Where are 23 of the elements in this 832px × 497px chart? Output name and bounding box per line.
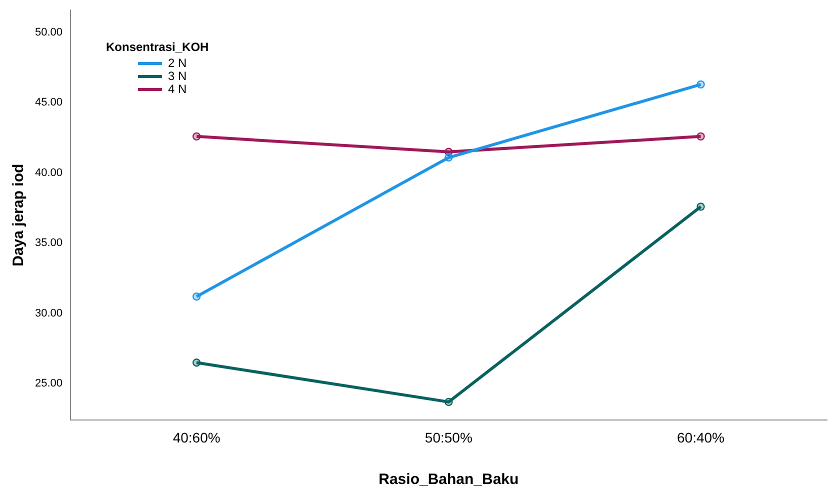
- y-tick-label: 25.00: [34, 378, 63, 390]
- y-tick-label: 40.00: [34, 166, 63, 179]
- y-tick-label: 50.00: [34, 26, 63, 39]
- x-tick-label: 60:40%: [677, 429, 724, 446]
- x-tick-label: 50:50%: [424, 429, 472, 446]
- legend-label: 2 N: [168, 56, 187, 70]
- point: [192, 292, 201, 301]
- legend-title: Konsentrasi_KOH: [106, 40, 209, 54]
- point: [696, 202, 705, 211]
- legend-label: 4 N: [168, 82, 187, 96]
- point: [192, 358, 201, 367]
- legend-label: 3 N: [168, 69, 187, 83]
- x-tick-label: 40:60%: [172, 429, 220, 446]
- y-tick-label: 35.00: [34, 237, 63, 250]
- point: [696, 132, 705, 141]
- x-axis-title: Rasio_Bahan_Baku: [378, 471, 519, 488]
- y-axis-title: Daya jerap iod: [10, 164, 28, 266]
- y-tick-label: 45.00: [34, 96, 63, 109]
- point: [696, 80, 705, 89]
- point: [444, 398, 453, 406]
- point: [192, 132, 201, 141]
- point: [444, 153, 453, 162]
- y-tick-label: 30.00: [34, 307, 63, 320]
